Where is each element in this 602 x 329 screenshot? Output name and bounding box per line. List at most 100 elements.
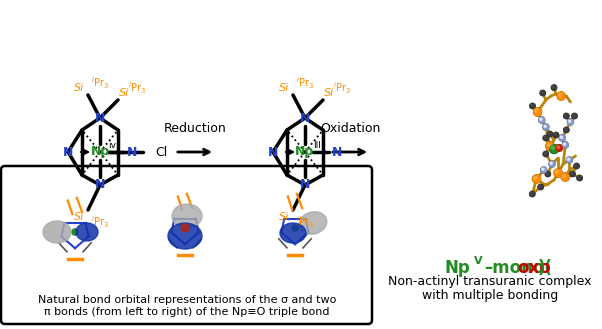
Circle shape: [570, 171, 575, 176]
Text: V: V: [474, 256, 482, 266]
Circle shape: [530, 191, 535, 197]
Circle shape: [549, 161, 555, 167]
Circle shape: [572, 114, 577, 118]
Circle shape: [559, 135, 565, 141]
Circle shape: [553, 86, 554, 88]
Circle shape: [539, 117, 545, 123]
Text: N: N: [300, 179, 310, 191]
Ellipse shape: [172, 204, 202, 228]
Circle shape: [544, 152, 548, 157]
Circle shape: [556, 145, 562, 151]
Text: Si: Si: [279, 83, 289, 93]
Circle shape: [531, 192, 533, 194]
Text: N: N: [95, 112, 105, 124]
Text: iv: iv: [108, 140, 116, 149]
Circle shape: [540, 90, 545, 96]
Text: $^i$Pr$_3$: $^i$Pr$_3$: [296, 75, 314, 91]
Ellipse shape: [76, 223, 98, 241]
Circle shape: [565, 128, 566, 130]
Ellipse shape: [299, 212, 327, 234]
Circle shape: [547, 132, 553, 137]
Text: oxo: oxo: [517, 259, 551, 277]
Circle shape: [543, 135, 548, 141]
Circle shape: [562, 142, 568, 148]
Text: $^i$Pr$_3$: $^i$Pr$_3$: [296, 214, 314, 230]
Circle shape: [538, 184, 544, 190]
FancyBboxPatch shape: [1, 166, 372, 324]
Circle shape: [549, 161, 555, 167]
Circle shape: [574, 164, 579, 168]
Circle shape: [557, 92, 565, 100]
Text: N: N: [127, 145, 137, 159]
Text: Si: Si: [74, 212, 84, 222]
Text: $^i$Pr$_3$: $^i$Pr$_3$: [91, 75, 109, 91]
Circle shape: [563, 143, 566, 145]
Circle shape: [566, 157, 573, 163]
Text: N: N: [332, 145, 342, 159]
Ellipse shape: [43, 221, 71, 243]
Text: Np: Np: [90, 145, 110, 159]
Text: $^i$Pr$_3$: $^i$Pr$_3$: [91, 214, 109, 230]
Circle shape: [574, 163, 579, 169]
Circle shape: [561, 173, 569, 181]
Circle shape: [292, 225, 298, 231]
Circle shape: [542, 168, 544, 170]
Ellipse shape: [168, 223, 202, 249]
Circle shape: [572, 113, 577, 119]
Text: $^i$Pr$_3$: $^i$Pr$_3$: [128, 80, 146, 96]
Text: Si: Si: [74, 83, 84, 93]
Circle shape: [550, 162, 552, 164]
Circle shape: [554, 133, 556, 135]
Circle shape: [533, 108, 542, 116]
Circle shape: [547, 143, 550, 146]
Text: Si: Si: [119, 88, 129, 98]
Circle shape: [548, 132, 550, 134]
Circle shape: [564, 114, 569, 118]
Circle shape: [566, 157, 573, 163]
Circle shape: [563, 175, 566, 177]
Circle shape: [568, 119, 573, 125]
Circle shape: [577, 175, 582, 181]
Circle shape: [539, 186, 541, 187]
Circle shape: [551, 85, 557, 90]
Circle shape: [530, 191, 535, 196]
Circle shape: [541, 91, 543, 93]
Circle shape: [544, 136, 548, 140]
Text: N: N: [300, 112, 310, 124]
Circle shape: [182, 225, 188, 231]
Circle shape: [550, 144, 559, 154]
Text: N: N: [95, 179, 105, 191]
Circle shape: [573, 114, 575, 116]
Text: Si: Si: [324, 88, 334, 98]
Circle shape: [541, 167, 547, 173]
Ellipse shape: [280, 223, 306, 243]
Text: Np: Np: [296, 145, 315, 159]
Circle shape: [564, 128, 569, 133]
Circle shape: [530, 104, 535, 109]
Circle shape: [534, 177, 537, 179]
Circle shape: [535, 110, 538, 113]
Circle shape: [543, 124, 549, 130]
Circle shape: [568, 158, 569, 160]
Circle shape: [554, 169, 562, 177]
Circle shape: [554, 133, 559, 138]
Circle shape: [546, 172, 548, 174]
Circle shape: [545, 171, 550, 176]
Circle shape: [547, 131, 553, 137]
Circle shape: [546, 142, 554, 150]
Circle shape: [533, 175, 541, 183]
Circle shape: [562, 142, 568, 148]
Text: Natural bond orbital representations of the σ and two: Natural bond orbital representations of …: [38, 295, 336, 305]
Circle shape: [550, 145, 558, 153]
Circle shape: [569, 171, 575, 177]
Circle shape: [530, 103, 535, 109]
Circle shape: [544, 125, 546, 127]
Circle shape: [539, 117, 545, 123]
Circle shape: [554, 169, 562, 177]
Circle shape: [540, 90, 545, 95]
Circle shape: [551, 146, 554, 149]
Circle shape: [562, 173, 569, 181]
Circle shape: [181, 224, 189, 232]
Circle shape: [72, 229, 78, 235]
Circle shape: [534, 108, 541, 116]
